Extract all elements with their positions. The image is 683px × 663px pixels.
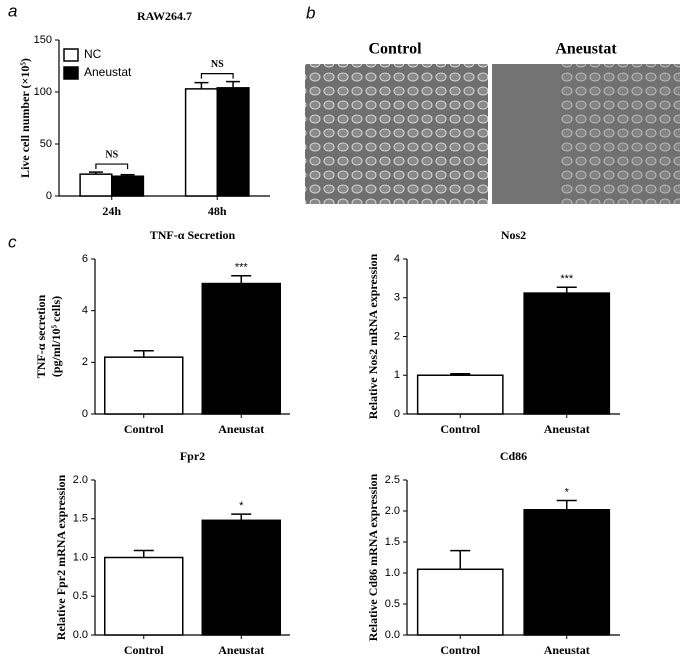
legend-label: Aneustat <box>84 65 132 79</box>
image-label: Control <box>368 41 422 58</box>
significance: * <box>565 486 570 498</box>
y-axis-label: (pg/ml/10⁵ cells) <box>49 296 63 377</box>
x-tick-label: Aneustat <box>218 643 264 657</box>
group-annotation: NS <box>211 59 224 70</box>
y-axis-label: TNF-α secretion <box>34 294 48 378</box>
chart-title: TNF-α Secretion <box>150 228 236 242</box>
significance: * <box>239 500 244 512</box>
y-tick-label: 0.5 <box>385 598 400 610</box>
y-tick-label: 2 <box>394 330 400 342</box>
bar <box>184 88 219 197</box>
micrograph <box>305 64 488 204</box>
y-tick-label: 1.5 <box>385 536 400 548</box>
panel-letter: b <box>306 3 315 22</box>
bar <box>216 87 250 197</box>
y-tick-label: 6 <box>82 253 88 265</box>
bar <box>416 374 504 415</box>
x-tick-label: Aneustat <box>218 422 264 436</box>
bar <box>201 519 281 636</box>
y-tick-label: 4 <box>82 305 88 317</box>
y-axis-label: Live cell number (×10⁵) <box>18 58 32 178</box>
y-tick-label: 100 <box>34 86 52 98</box>
y-tick-label: 0.0 <box>73 629 88 641</box>
x-tick-label: Aneustat <box>544 643 590 657</box>
legend-label: NC <box>84 47 102 61</box>
y-tick-label: 50 <box>40 138 52 150</box>
y-tick-label: 3 <box>394 292 400 304</box>
y-tick-label: 0 <box>394 408 400 420</box>
x-tick-label: Control <box>440 422 480 436</box>
image-label: Aneustat <box>555 41 617 58</box>
y-axis-label: Relative Nos2 mRNA expression <box>366 253 380 419</box>
chart-title: Fpr2 <box>180 449 205 463</box>
chart-title: Nos2 <box>501 228 526 242</box>
legend-swatch <box>63 66 79 80</box>
bar <box>104 356 184 415</box>
legend-swatch <box>63 48 79 62</box>
x-tick-label: 24h <box>102 204 121 218</box>
bar <box>523 292 611 415</box>
bar <box>523 509 611 636</box>
significance: *** <box>235 262 249 274</box>
bar <box>111 175 145 197</box>
x-tick-label: 48h <box>208 204 227 218</box>
y-tick-label: 2 <box>82 356 88 368</box>
y-tick-label: 1.0 <box>385 567 400 579</box>
y-tick-label: 2.0 <box>385 505 400 517</box>
bracket <box>95 163 129 170</box>
panel-letter: a <box>8 1 17 20</box>
y-tick-label: 1.0 <box>73 551 88 563</box>
y-tick-label: 1.5 <box>73 513 88 525</box>
bar <box>104 556 184 636</box>
group-annotation: NS <box>105 149 118 160</box>
bracket <box>200 73 234 79</box>
bar <box>201 282 281 415</box>
y-tick-label: 4 <box>394 253 400 265</box>
chart-title: Cd86 <box>500 449 527 463</box>
y-tick-label: 0 <box>46 190 52 202</box>
y-axis-label: Relative Fpr2 mRNA expression <box>54 474 68 640</box>
micrograph-cells <box>560 64 680 204</box>
y-tick-label: 0.5 <box>73 590 88 602</box>
y-tick-label: 2.0 <box>73 474 88 486</box>
bar <box>79 173 113 197</box>
y-tick-label: 1 <box>394 369 400 381</box>
y-tick-label: 2.5 <box>385 474 400 486</box>
y-axis-label: Relative Cd86 mRNA expression <box>366 473 380 641</box>
chart-title: RAW264.7 <box>137 9 192 23</box>
y-tick-label: 0 <box>82 408 88 420</box>
significance: *** <box>560 273 574 285</box>
y-tick-label: 0.0 <box>385 629 400 641</box>
x-tick-label: Control <box>440 643 480 657</box>
x-tick-label: Control <box>124 422 164 436</box>
y-tick-label: 150 <box>34 34 52 46</box>
panel-letter: c <box>8 232 17 251</box>
x-tick-label: Aneustat <box>544 422 590 436</box>
bar <box>416 568 504 636</box>
x-tick-label: Control <box>124 643 164 657</box>
